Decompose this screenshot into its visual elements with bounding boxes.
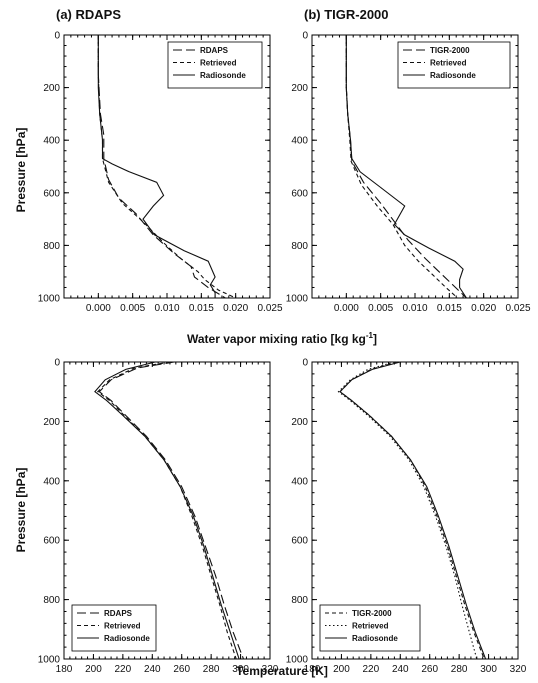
series-line-radiosonde — [345, 35, 467, 299]
legend-entry: TIGR-2000 — [352, 609, 392, 618]
legend-entry: Retrieved — [352, 622, 389, 631]
x-tick-label: 0.020 — [223, 303, 248, 314]
y-tick-label: 1000 — [38, 655, 61, 666]
series-line-radiosonde — [97, 35, 216, 298]
ylabel-bottom: Pressure [hPa] — [14, 468, 28, 553]
x-tick-label: 220 — [115, 664, 132, 675]
legend-entry: Retrieved — [430, 59, 467, 68]
x-tick-label: 200 — [333, 664, 350, 675]
top-xlabel-main: Water vapor mixing ratio [kg kg — [187, 332, 366, 346]
x-tick-label: 0.015 — [437, 303, 462, 314]
y-tick-label: 800 — [43, 595, 60, 606]
plot-frame — [311, 361, 519, 660]
x-tick-label: 0.010 — [402, 303, 427, 314]
bottom-xlabel: Temperature [K] — [236, 664, 328, 678]
y-tick-label: 800 — [291, 241, 308, 252]
x-tick-label: 0.005 — [120, 303, 145, 314]
y-tick-label: 600 — [43, 188, 60, 199]
legend-entry: RDAPS — [104, 609, 133, 618]
ylabel-top: Pressure [hPa] — [14, 128, 28, 213]
x-tick-label: 260 — [173, 664, 190, 675]
y-tick-label: 200 — [291, 83, 308, 94]
x-tick-label: 0.020 — [471, 303, 496, 314]
legend-box — [71, 604, 157, 652]
legend-entry: Retrieved — [200, 59, 237, 68]
y-tick-label: 1000 — [38, 294, 61, 305]
legend: TIGR-2000 Retrieved Radiosonde — [397, 41, 511, 89]
legend-entry: Radiosonde — [104, 634, 150, 643]
x-tick-label: 0.000 — [86, 303, 111, 314]
x-tick-label: 280 — [203, 664, 220, 675]
x-tick-label: 0.010 — [154, 303, 179, 314]
x-tick-label: 180 — [56, 664, 73, 675]
legend: TIGR-2000 Retrieved Radiosonde — [319, 604, 421, 652]
y-tick-label: 400 — [43, 476, 60, 487]
panel-2: 0.000 0.005 0.010 0.015 0.020 0.025 0 200 400 600… — [286, 7, 531, 314]
x-tick-label: 220 — [363, 664, 380, 675]
x-tick-label: 260 — [421, 664, 438, 675]
series-line-radiosonde — [94, 361, 240, 660]
legend-entry: Radiosonde — [200, 71, 246, 80]
y-tick-label: 0 — [54, 358, 60, 369]
y-tick-label: 800 — [43, 241, 60, 252]
top-xlabel-sup: -1 — [366, 331, 374, 340]
panel-1: 0.000 0.005 0.010 0.015 0.020 0.025 0 200 400 600… — [38, 7, 283, 314]
x-tick-label: 280 — [451, 664, 468, 675]
x-tick-label: 300 — [480, 664, 497, 675]
series-line-rdaps — [98, 361, 245, 660]
y-tick-label: 200 — [43, 83, 60, 94]
x-tick-label: 240 — [392, 664, 409, 675]
y-tick-label: 1000 — [286, 655, 309, 666]
series-line-radiosonde — [339, 361, 487, 660]
x-tick-label: 0.005 — [368, 303, 393, 314]
x-tick-label: 240 — [144, 664, 161, 675]
legend-box — [167, 41, 263, 89]
x-tick-label: 180 — [304, 664, 321, 675]
legend: RDAPS Retrieved Radiosonde — [167, 41, 263, 89]
legend-entry: TIGR-2000 — [430, 46, 470, 55]
x-tick-label: 0.015 — [189, 303, 214, 314]
legend-box — [319, 604, 421, 652]
y-tick-label: 600 — [291, 536, 308, 547]
y-tick-label: 200 — [43, 417, 60, 428]
y-tick-label: 200 — [291, 417, 308, 428]
legend: RDAPS Retrieved Radiosonde — [71, 604, 157, 652]
panel-3: 180 200 220 240 260 280 300 320 0 200 400 600 800 100… — [38, 358, 279, 676]
y-tick-label: 0 — [54, 31, 60, 42]
y-tick-label: 0 — [302, 31, 308, 42]
y-tick-label: 800 — [291, 595, 308, 606]
series-line-rdaps — [97, 35, 226, 299]
x-tick-label: 320 — [510, 664, 527, 675]
y-tick-label: 400 — [291, 476, 308, 487]
series-line-retrieved — [337, 361, 478, 660]
y-tick-label: 0 — [302, 358, 308, 369]
y-tick-label: 1000 — [286, 294, 309, 305]
y-tick-label: 600 — [43, 536, 60, 547]
panel-title: (a) RDAPS — [56, 7, 121, 22]
top-xlabel: Water vapor mixing ratio [kg kg-1] — [187, 331, 377, 346]
top-xlabel-end: ] — [373, 332, 377, 346]
x-tick-label: 0.025 — [505, 303, 530, 314]
legend-entry: Retrieved — [104, 622, 141, 631]
panel-title: (b) TIGR-2000 — [304, 7, 389, 22]
x-tick-label: 320 — [262, 664, 279, 675]
x-tick-label: 0.025 — [257, 303, 282, 314]
x-tick-label: 200 — [85, 664, 102, 675]
legend-entry: Radiosonde — [352, 634, 398, 643]
y-tick-label: 400 — [43, 136, 60, 147]
y-tick-label: 400 — [291, 136, 308, 147]
x-tick-label: 300 — [232, 664, 249, 675]
y-tick-label: 600 — [291, 188, 308, 199]
panel-4: 180 200 220 240 260 280 300 320 0 200 400 600 800 100… — [286, 358, 527, 676]
legend-entry: Radiosonde — [430, 71, 476, 80]
legend-entry: RDAPS — [200, 46, 229, 55]
x-tick-label: 0.000 — [334, 303, 359, 314]
